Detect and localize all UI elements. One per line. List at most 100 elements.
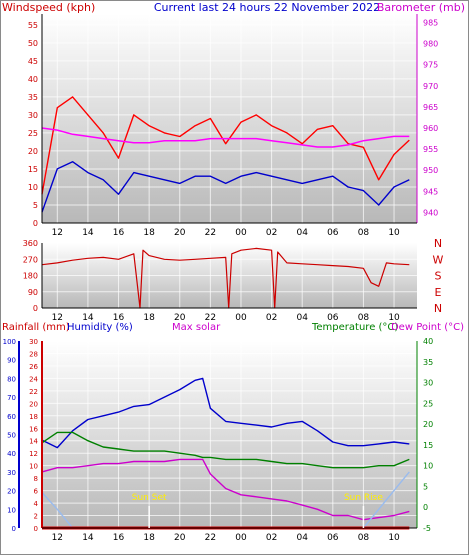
sun-annotations: Sun Set Sun Rise (132, 493, 383, 528)
rain-tick-label: 16 (29, 425, 38, 433)
windspeed-label: Windspeed (kph) (2, 1, 95, 14)
wind-series-group (41, 96, 410, 213)
barometer-tick-label: 950 (423, 166, 438, 175)
humidity-label: Humidity (%) (67, 322, 133, 333)
x-tick-label: 12 (52, 313, 63, 323)
dewpoint-label: Dew Point (°C) (391, 322, 464, 333)
humidity-tick-label: 70 (7, 394, 16, 402)
x-tick-label: 06 (327, 228, 339, 238)
wind-tick-label: 30 (28, 111, 38, 120)
x-tick-label: 22 (205, 533, 216, 543)
temperature-tick-label: 35 (423, 358, 433, 367)
rain-tick-label: 0 (34, 525, 38, 533)
x-tick-label: 12 (52, 228, 63, 238)
x-tick-label: 18 (143, 313, 155, 323)
rain-tick-label: 8 (34, 475, 38, 483)
rain-tick-label: 28 (29, 350, 38, 358)
humidity-tick-label: 0 (12, 525, 16, 533)
sun-marker-label: Sun Set (132, 493, 167, 503)
series-wind-average (41, 160, 410, 213)
x-tick-label: 20 (174, 313, 186, 323)
wind-tick-label: 25 (28, 129, 38, 138)
x-tick-label: 22 (205, 228, 216, 238)
x-tick-label: 08 (358, 228, 370, 238)
climate-plot-area (42, 341, 417, 528)
barometer-tick-label: 940 (423, 208, 438, 217)
wind-chart-title: Current last 24 hours 22 November 2022 (154, 1, 380, 14)
temperature-tick-label: -5 (423, 524, 431, 533)
barometer-tick-label: 980 (423, 40, 438, 49)
rain-tick-label: 22 (29, 388, 38, 396)
direction-y-tick-labels: 0 90 180 270 360 (23, 239, 38, 313)
barometer-tick-label: 955 (423, 145, 438, 154)
series-humidity (41, 377, 410, 449)
x-tick-label: 16 (113, 228, 125, 238)
rain-tick-label: 4 (34, 500, 39, 508)
x-tick-label: 02 (266, 313, 277, 323)
temperature-tick-label: 40 (423, 337, 433, 346)
wind-tick-label: 50 (28, 39, 38, 48)
x-tick-label: 06 (327, 533, 339, 543)
rainfall-label: Rainfall (mm) (2, 322, 70, 333)
humidity-tick-label: 100 (3, 338, 16, 346)
humidity-tick-label: 50 (7, 432, 16, 440)
humidity-tick-label: 90 (7, 357, 16, 365)
direction-tick-label: 0 (33, 304, 38, 313)
temperature-tick-label: 25 (423, 399, 433, 408)
direction-tick-label: 270 (23, 255, 38, 264)
barometer-tick-label: 960 (423, 124, 438, 133)
x-tick-label: 12 (52, 533, 63, 543)
rain-tick-label: 12 (29, 450, 38, 458)
humidity-tick-label: 80 (7, 375, 16, 383)
wind-tick-label: 40 (28, 75, 38, 84)
x-tick-label: 02 (266, 228, 277, 238)
wind-tick-label: 35 (28, 93, 38, 102)
climate-grid (42, 340, 417, 529)
barometer-tick-label: 970 (423, 82, 438, 91)
series-wind-gust (41, 96, 410, 195)
x-tick-label: 20 (174, 228, 186, 238)
wind-tick-label: 5 (33, 201, 38, 210)
direction-x-tick-labels: 12 14 16 18 20 22 00 02 04 06 08 10 (52, 313, 400, 323)
humidity-tick-label: 40 (7, 450, 16, 458)
rain-tick-label: 6 (34, 488, 39, 496)
x-tick-label: 16 (113, 533, 125, 543)
rain-tick-label: 30 (29, 338, 38, 346)
solar-label: Max solar (172, 322, 221, 333)
climate-x-tick-labels: 12 14 16 18 20 22 00 02 04 06 08 10 (52, 533, 400, 543)
wind-x-tick-labels: 12 14 16 18 20 22 00 02 04 06 08 10 (52, 228, 400, 238)
barometer-tick-labels: 940 945 950 955 960 965 970 975 980 985 (423, 18, 438, 217)
barometer-tick-label: 985 (423, 18, 438, 27)
temperature-tick-label: 30 (423, 379, 433, 388)
barometer-label: Barometer (mb) (377, 1, 465, 14)
x-tick-label: 00 (235, 228, 247, 238)
rain-tick-label: 20 (29, 400, 38, 408)
x-tick-label: 16 (113, 313, 125, 323)
wind-y-tick-labels: 0 5 10 15 20 25 30 35 40 45 50 55 (28, 21, 38, 228)
humidity-tick-labels: 0 10 20 30 40 50 60 70 80 90 100 (3, 338, 16, 533)
direction-tick-label: 180 (23, 272, 38, 281)
x-tick-label: 02 (266, 533, 277, 543)
temperature-label: Temperature (°C) (311, 322, 398, 333)
wind-tick-label: 10 (28, 183, 38, 192)
compass-label: N (434, 302, 442, 315)
temperature-tick-label: 5 (423, 482, 428, 491)
x-tick-label: 10 (388, 228, 400, 238)
x-tick-label: 10 (388, 313, 400, 323)
x-tick-label: 00 (235, 533, 247, 543)
x-tick-label: 18 (143, 228, 155, 238)
sun-marker-label: Sun Rise (344, 493, 383, 503)
wind-tick-label: 15 (28, 165, 38, 174)
temperature-tick-label: 15 (423, 441, 433, 450)
compass-label: E (435, 286, 442, 299)
x-tick-label: 04 (296, 533, 308, 543)
x-tick-label: 00 (235, 313, 247, 323)
rain-tick-label: 18 (29, 413, 38, 421)
wind-tick-label: 0 (33, 219, 38, 228)
temperature-tick-label: 10 (423, 462, 433, 471)
x-tick-label: 14 (82, 228, 94, 238)
x-tick-label: 14 (82, 533, 94, 543)
x-tick-label: 22 (205, 313, 216, 323)
